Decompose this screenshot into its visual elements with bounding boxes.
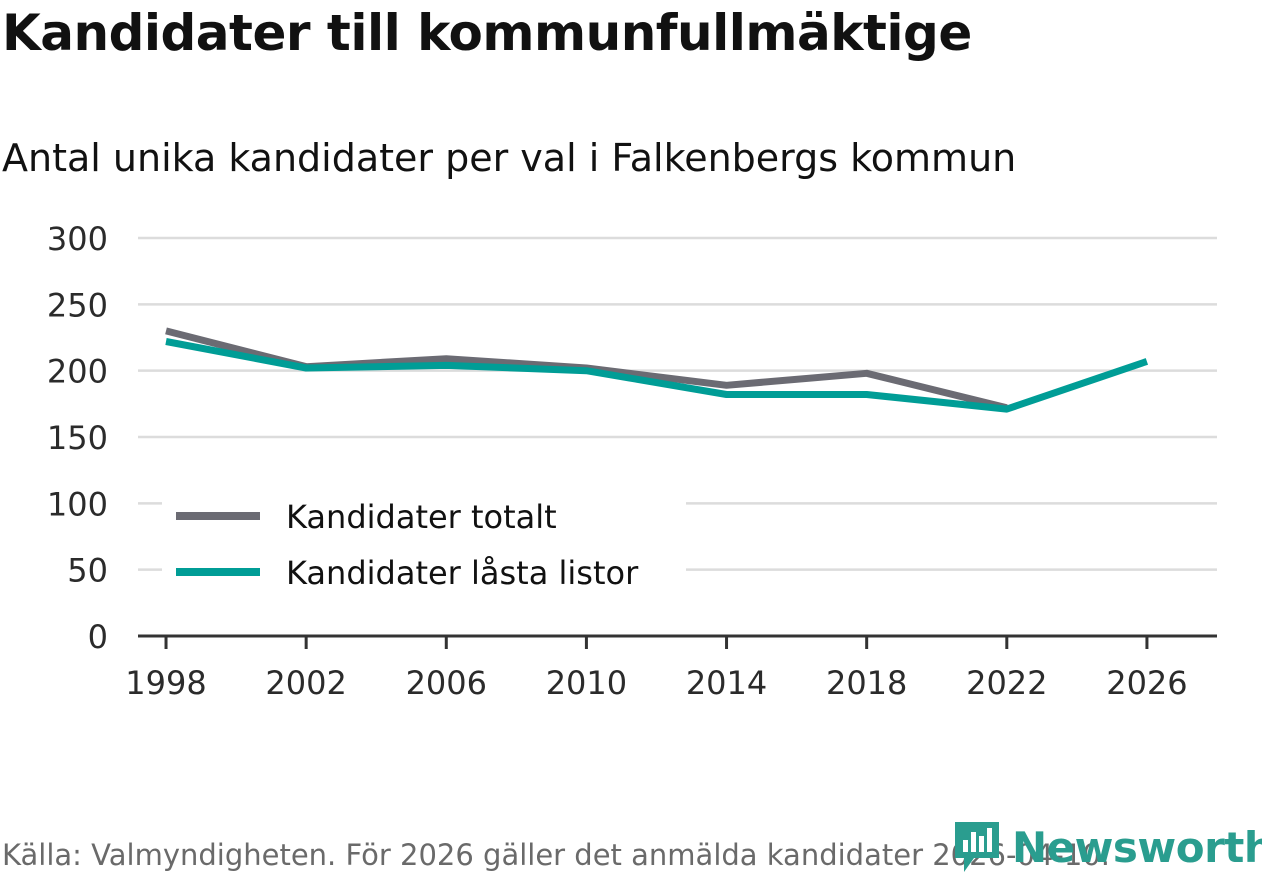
legend-label: Kandidater totalt xyxy=(286,498,557,536)
x-tick-label: 2006 xyxy=(406,664,487,702)
y-tick-label: 150 xyxy=(47,419,108,457)
legend-background xyxy=(162,490,686,602)
y-tick-label: 250 xyxy=(47,286,108,324)
newsworthy-logo-icon xyxy=(955,822,999,872)
legend-label: Kandidater låsta listor xyxy=(286,554,639,592)
x-tick-label: 1998 xyxy=(125,664,206,702)
x-axis-tick-labels: 1998 2002 2006 2010 2014 2018 2022 2026 xyxy=(125,664,1187,702)
series-line-kandidater-lasta-listor xyxy=(165,338,1149,413)
y-tick-label: 100 xyxy=(47,485,108,523)
x-tick-label: 2010 xyxy=(546,664,627,702)
chart-title: Kandidater till kommunfullmäktige xyxy=(2,4,972,62)
brand-name: Newsworthy xyxy=(1012,822,1262,872)
x-tick-label: 2026 xyxy=(1106,664,1187,702)
newsworthy-logo: Newsworthy xyxy=(952,818,1262,876)
x-tick-label: 2018 xyxy=(826,664,907,702)
y-axis-tick-labels: 0 50 100 150 200 250 300 xyxy=(47,220,108,656)
y-tick-label: 300 xyxy=(47,220,108,258)
y-tick-label: 0 xyxy=(88,618,108,656)
source-note: Källa: Valmyndigheten. För 2026 gäller d… xyxy=(2,838,1110,872)
chart-subtitle: Antal unika kandidater per val i Falkenb… xyxy=(2,136,1017,180)
series-lines xyxy=(165,327,1149,413)
y-tick-label: 50 xyxy=(67,552,108,590)
x-tick-label: 2014 xyxy=(686,664,767,702)
legend: Kandidater totalt Kandidater låsta listor xyxy=(162,490,686,602)
x-axis xyxy=(138,634,1217,649)
x-tick-label: 2002 xyxy=(265,664,346,702)
x-tick-label: 2022 xyxy=(966,664,1047,702)
y-tick-label: 200 xyxy=(47,353,108,391)
